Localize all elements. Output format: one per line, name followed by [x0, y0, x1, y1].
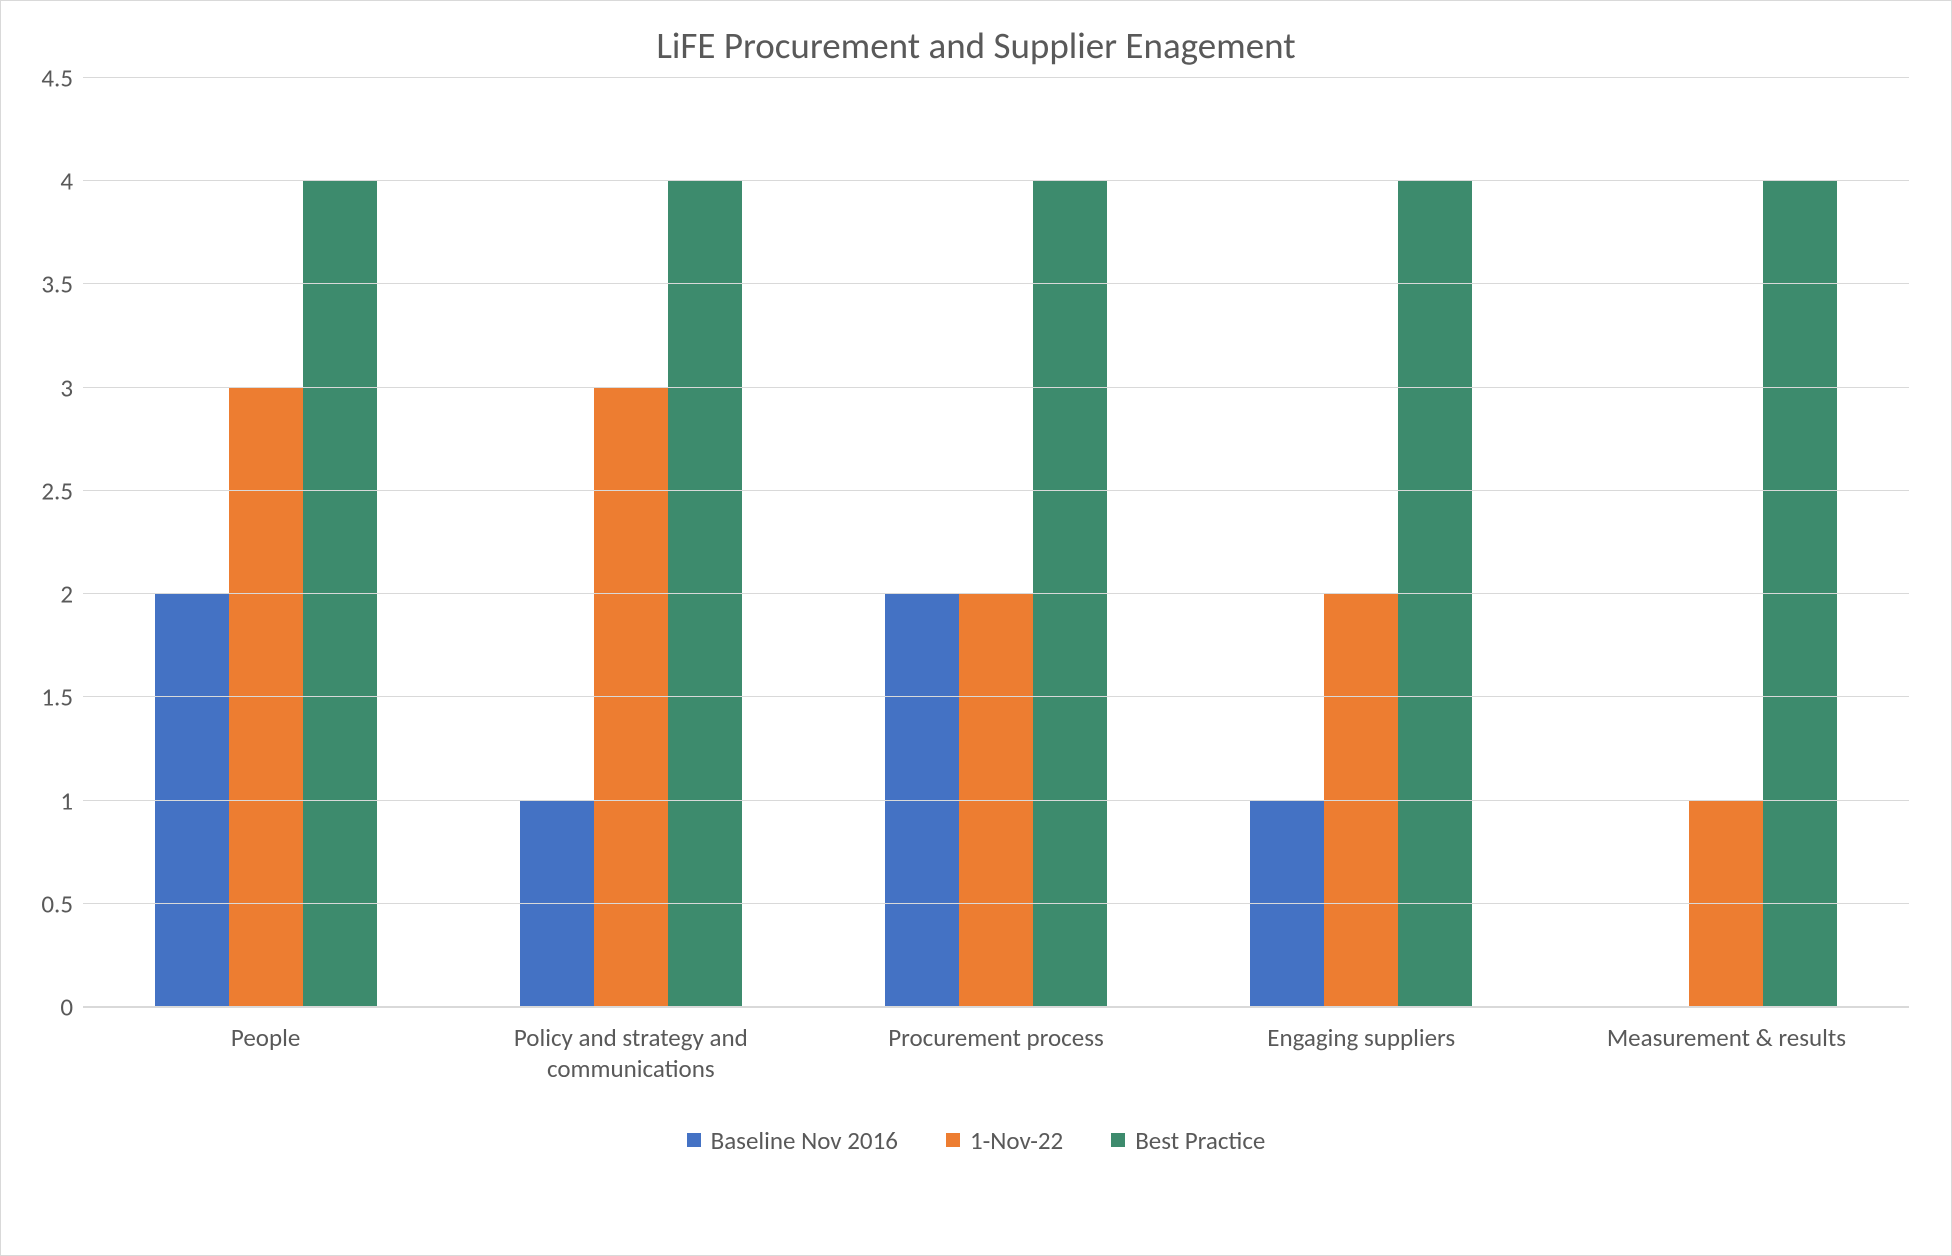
grid-line [83, 593, 1909, 594]
bar [1250, 801, 1324, 1007]
legend-swatch [1111, 1133, 1125, 1147]
x-tick-label: Policy and strategy and communications [448, 1022, 813, 1085]
y-tick-label: 3 [23, 372, 73, 403]
legend-item: Baseline Nov 2016 [687, 1125, 898, 1156]
grid-line [83, 490, 1909, 491]
legend-label: 1-Nov-22 [970, 1125, 1063, 1156]
category-group [813, 78, 1178, 1007]
y-tick-label: 4 [23, 166, 73, 197]
bar [959, 594, 1033, 1007]
chart-container: LiFE Procurement and Supplier Enagement … [0, 0, 1952, 1256]
legend-swatch [946, 1133, 960, 1147]
bar-group [885, 78, 1107, 1007]
x-tick-label: People [83, 1022, 448, 1085]
y-tick-label: 3.5 [23, 269, 73, 300]
grid-line [83, 696, 1909, 697]
legend-swatch [687, 1133, 701, 1147]
grid-line [83, 283, 1909, 284]
bar-group [155, 78, 377, 1007]
x-tick-label: Measurement & results [1544, 1022, 1909, 1085]
y-tick-label: 1 [23, 785, 73, 816]
bar [885, 594, 959, 1007]
grid-line [83, 77, 1909, 78]
bar-group [1615, 78, 1837, 1007]
category-group [1544, 78, 1909, 1007]
grid-line [83, 180, 1909, 181]
y-tick-label: 4.5 [23, 63, 73, 94]
plot-area: 00.511.522.533.544.5 [83, 78, 1909, 1008]
y-tick-label: 2.5 [23, 475, 73, 506]
y-tick-label: 0.5 [23, 888, 73, 919]
y-tick-label: 1.5 [23, 682, 73, 713]
chart-title: LiFE Procurement and Supplier Enagement [13, 23, 1939, 68]
legend: Baseline Nov 2016 1-Nov-22 Best Practice [13, 1125, 1939, 1156]
bar [520, 801, 594, 1007]
plot-wrap: 00.511.522.533.544.5 [83, 78, 1909, 1008]
x-tick-label: Procurement process [813, 1022, 1178, 1085]
bar [155, 594, 229, 1007]
category-group [1179, 78, 1544, 1007]
bar [1324, 594, 1398, 1007]
category-group [448, 78, 813, 1007]
bar [1689, 801, 1763, 1007]
y-tick-label: 2 [23, 579, 73, 610]
bar-group [520, 78, 742, 1007]
y-tick-label: 0 [23, 992, 73, 1023]
grid-line [83, 387, 1909, 388]
legend-label: Baseline Nov 2016 [711, 1125, 898, 1156]
bars-row [83, 78, 1909, 1007]
legend-item: 1-Nov-22 [946, 1125, 1063, 1156]
grid-line [83, 1006, 1909, 1007]
x-axis-labels: PeoplePolicy and strategy and communicat… [83, 1022, 1909, 1085]
bar-group [1250, 78, 1472, 1007]
legend-label: Best Practice [1135, 1125, 1265, 1156]
legend-item: Best Practice [1111, 1125, 1265, 1156]
category-group [83, 78, 448, 1007]
x-tick-label: Engaging suppliers [1179, 1022, 1544, 1085]
grid-line [83, 903, 1909, 904]
grid-line [83, 800, 1909, 801]
